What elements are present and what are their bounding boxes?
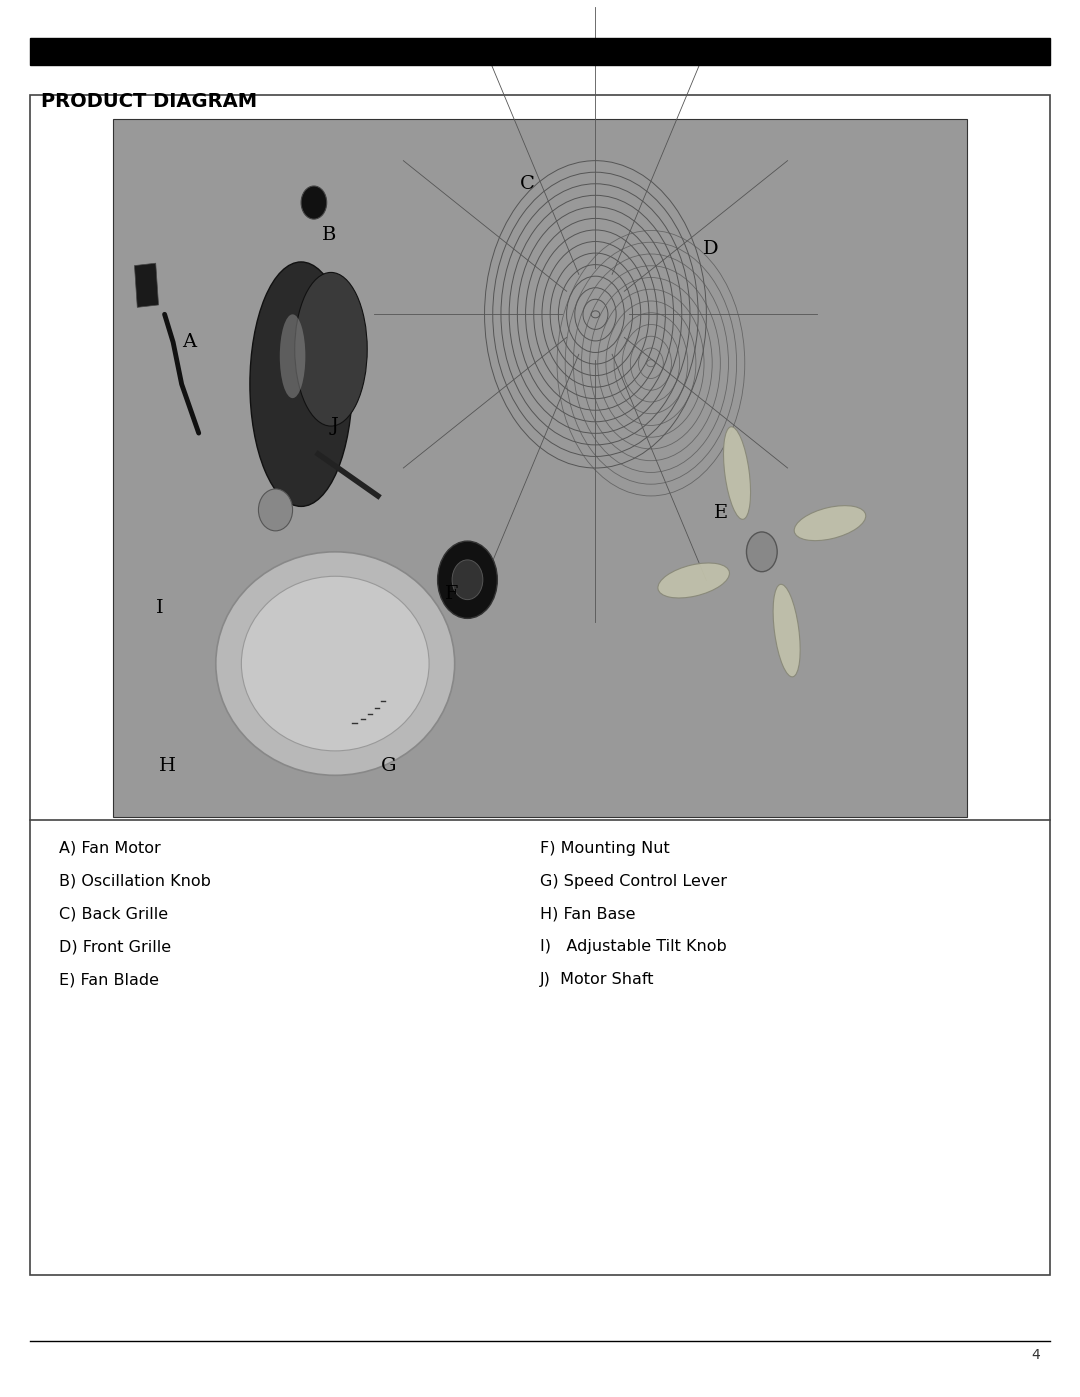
Circle shape bbox=[746, 532, 778, 571]
Ellipse shape bbox=[242, 576, 429, 752]
Text: B) Oscillation Knob: B) Oscillation Knob bbox=[59, 875, 212, 888]
Ellipse shape bbox=[658, 563, 729, 598]
Circle shape bbox=[301, 186, 327, 219]
Text: C) Back Grille: C) Back Grille bbox=[59, 907, 168, 922]
Text: J)  Motor Shaft: J) Motor Shaft bbox=[540, 972, 654, 988]
Bar bbox=[30, 95, 1050, 1275]
Circle shape bbox=[453, 560, 483, 599]
Ellipse shape bbox=[773, 584, 800, 678]
Bar bbox=[135, 263, 159, 307]
Text: F: F bbox=[445, 585, 458, 602]
Text: 4: 4 bbox=[1031, 1348, 1040, 1362]
Text: F) Mounting Nut: F) Mounting Nut bbox=[540, 841, 670, 856]
Text: I: I bbox=[156, 599, 164, 616]
Ellipse shape bbox=[794, 506, 866, 541]
Text: D: D bbox=[703, 240, 718, 257]
Text: E) Fan Blade: E) Fan Blade bbox=[59, 972, 160, 988]
Text: B: B bbox=[322, 226, 337, 243]
Text: PRODUCT DIAGRAM: PRODUCT DIAGRAM bbox=[41, 92, 257, 112]
Text: D) Front Grille: D) Front Grille bbox=[59, 939, 172, 954]
Ellipse shape bbox=[724, 426, 751, 520]
Text: H) Fan Base: H) Fan Base bbox=[540, 907, 635, 922]
Bar bbox=[113, 119, 967, 817]
Ellipse shape bbox=[216, 552, 455, 775]
Circle shape bbox=[437, 541, 497, 619]
Text: G) Speed Control Lever: G) Speed Control Lever bbox=[540, 875, 727, 888]
Text: E: E bbox=[714, 504, 729, 521]
Text: G: G bbox=[381, 757, 396, 774]
Text: A: A bbox=[181, 334, 197, 351]
Text: H: H bbox=[159, 757, 176, 774]
Ellipse shape bbox=[249, 263, 352, 507]
Ellipse shape bbox=[280, 314, 306, 398]
Text: C: C bbox=[519, 176, 535, 193]
Bar bbox=[30, 38, 1050, 64]
Text: J: J bbox=[330, 418, 339, 434]
Text: A) Fan Motor: A) Fan Motor bbox=[59, 841, 161, 856]
Ellipse shape bbox=[258, 489, 293, 531]
Text: I)   Adjustable Tilt Knob: I) Adjustable Tilt Knob bbox=[540, 939, 727, 954]
Ellipse shape bbox=[295, 272, 367, 426]
